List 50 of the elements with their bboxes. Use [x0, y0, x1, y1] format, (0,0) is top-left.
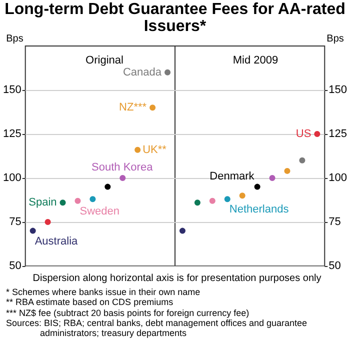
text: Dispersion along horizontal axis is for presentation purposes only [32, 273, 322, 284]
chart-title: Long-term Debt Guarantee Fees for AA-rated Issuers* [4, 1, 346, 35]
series-label: South Korea [92, 162, 154, 174]
text: *** NZ$ fee (subtract 20 basis points for foreign currency fee) [6, 308, 250, 318]
text: ** RBA estimate based on CDS premiums [6, 297, 174, 308]
point [314, 131, 320, 137]
point [179, 228, 186, 234]
point [164, 69, 171, 76]
point [209, 198, 216, 204]
point [104, 184, 111, 190]
point [90, 196, 96, 202]
series-label: US [296, 128, 312, 140]
y-tick-label: 150 [328, 84, 348, 96]
point [269, 175, 276, 181]
series-label: Sweden [80, 205, 120, 218]
point [44, 219, 51, 225]
point [224, 196, 230, 202]
y-tick-label: 50 [328, 260, 341, 272]
text: * Schemes where banks issue in their own name [6, 287, 202, 298]
y-tick-label: 150 [2, 84, 22, 96]
point [134, 146, 141, 153]
series-label: Spain [28, 196, 57, 209]
point [254, 184, 260, 190]
y-tick-label: 50 [9, 260, 22, 272]
point [284, 168, 290, 174]
point [150, 104, 156, 111]
y-tick-label: 75 [328, 216, 341, 228]
y-axis-title: Bps [6, 34, 24, 44]
point [239, 192, 246, 199]
point [74, 198, 81, 204]
series-label: Netherlands [229, 204, 290, 216]
series-label: Canada [122, 66, 162, 78]
text: Original [86, 54, 124, 66]
y-tick-label: 75 [9, 216, 22, 228]
y-tick-label: 125 [328, 128, 348, 140]
series-label: NZ*** [119, 102, 148, 114]
series-label: Australia [34, 235, 79, 248]
point [299, 157, 306, 164]
y-tick-label: 100 [328, 172, 348, 184]
series-label: UK** [142, 144, 168, 156]
point [30, 228, 36, 234]
point [60, 200, 66, 206]
y-tick-label: 100 [2, 172, 22, 184]
text: Mid 2009 [232, 54, 278, 66]
series-label: Denmark [210, 170, 255, 182]
y-tick-label: 125 [2, 128, 22, 140]
y-axis-title: Bps [326, 34, 344, 44]
source-note: Sources: BIS; RBA; central banks, debt management offices and guarantee administrators; treasury departments [6, 318, 308, 338]
point [194, 200, 200, 206]
point [120, 175, 126, 181]
